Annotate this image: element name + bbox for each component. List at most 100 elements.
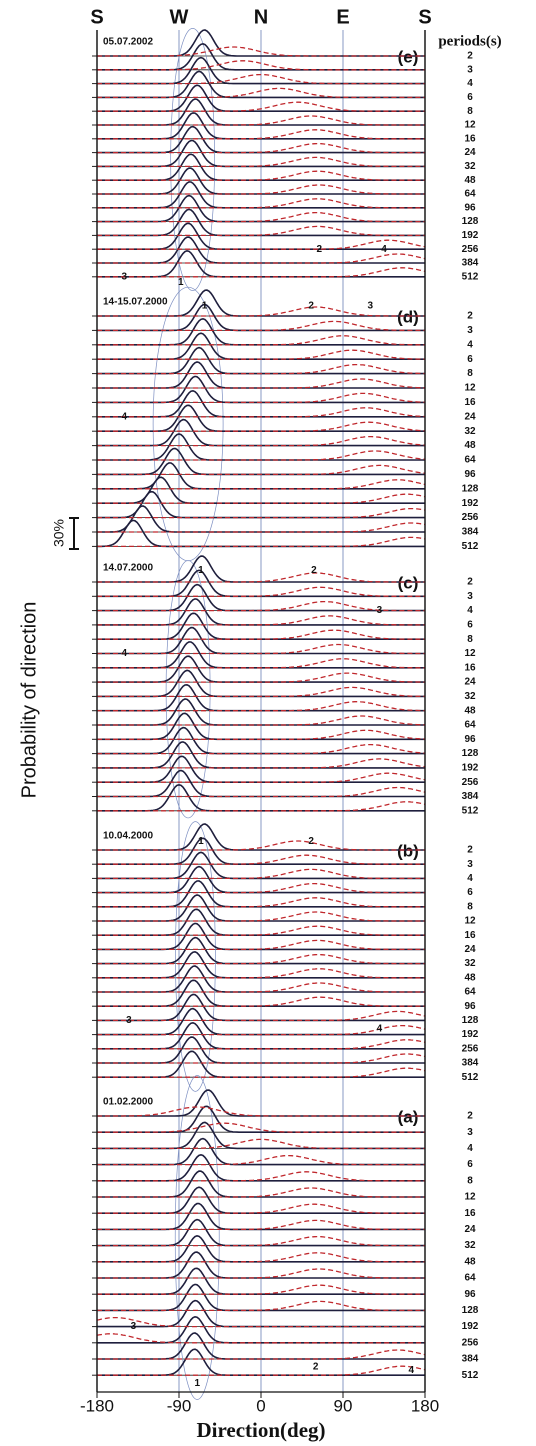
secondary-curve xyxy=(97,363,425,375)
period-label: 24 xyxy=(464,677,476,688)
annotation: 3 xyxy=(131,1321,137,1332)
period-label: 2 xyxy=(467,577,473,588)
period-label: 24 xyxy=(464,1224,476,1235)
period-label: 96 xyxy=(464,734,476,745)
period-label: 384 xyxy=(462,791,479,802)
compass-label: E xyxy=(336,6,349,28)
secondary-curve xyxy=(97,1300,425,1312)
period-label: 16 xyxy=(464,662,476,673)
guide-ellipse xyxy=(165,560,211,819)
period-label: 4 xyxy=(467,873,473,884)
period-label: 64 xyxy=(464,1273,476,1284)
period-label: 4 xyxy=(467,1143,473,1154)
secondary-curve xyxy=(97,1106,425,1117)
secondary-curve xyxy=(97,996,425,1007)
secondary-curve xyxy=(97,1171,425,1182)
secondary-curve xyxy=(97,198,425,209)
period-label: 8 xyxy=(467,368,473,379)
annotation: 2 xyxy=(317,244,323,255)
period-label: 4 xyxy=(467,605,473,616)
period-label: 3 xyxy=(467,591,473,602)
secondary-curve xyxy=(97,225,425,237)
secondary-curve xyxy=(96,1333,425,1344)
x-axis-label: Direction(deg) xyxy=(196,1418,325,1442)
panel-date: 14-15.07.2000 xyxy=(103,297,168,308)
secondary-curve xyxy=(97,435,426,447)
period-label: 48 xyxy=(464,440,476,451)
annotation: 2 xyxy=(313,1362,319,1373)
secondary-curve xyxy=(97,46,425,57)
panel-letter: (b) xyxy=(397,841,419,860)
guide-ellipse xyxy=(170,28,216,291)
panel-date: 10.04.2000 xyxy=(103,831,153,842)
secondary-curve xyxy=(97,801,426,812)
secondary-curve xyxy=(97,450,426,461)
secondary-curve xyxy=(97,572,425,583)
period-label: 12 xyxy=(464,383,476,394)
period-label: 48 xyxy=(464,1256,476,1267)
period-label: 192 xyxy=(462,230,479,241)
secondary-curve xyxy=(97,170,425,181)
secondary-curve xyxy=(97,629,425,640)
secondary-curve xyxy=(97,101,425,112)
secondary-curve xyxy=(97,600,425,612)
secondary-curve xyxy=(97,239,426,250)
secondary-curve xyxy=(97,1053,426,1064)
period-label: 512 xyxy=(462,1072,479,1083)
period-label: 6 xyxy=(467,354,473,365)
secondary-curve xyxy=(97,522,426,533)
secondary-curve xyxy=(97,758,426,769)
secondary-curve xyxy=(97,211,425,223)
x-tick-label: 90 xyxy=(334,1396,353,1415)
annotation: 2 xyxy=(311,565,317,576)
secondary-curve xyxy=(97,939,425,951)
panel-letter: (d) xyxy=(397,307,419,326)
secondary-curve xyxy=(97,925,425,936)
compass-label: N xyxy=(254,6,268,28)
secondary-curve xyxy=(97,464,426,476)
period-label: 96 xyxy=(464,1289,476,1300)
period-label: 64 xyxy=(464,455,476,466)
secondary-curve xyxy=(97,615,425,626)
period-label: 512 xyxy=(462,805,479,816)
secondary-curve xyxy=(97,306,425,317)
period-label: 96 xyxy=(464,469,476,480)
panel: 14-15.07.2000(d) 234681216243248649612819… xyxy=(92,286,479,562)
secondary-curve xyxy=(97,349,426,360)
secondary-curve xyxy=(97,156,425,168)
period-label: 8 xyxy=(467,1175,473,1186)
period-label: 256 xyxy=(462,512,479,523)
period-label: 48 xyxy=(464,972,476,983)
period-label: 384 xyxy=(462,1354,479,1365)
secondary-curve xyxy=(97,184,425,195)
period-label: 16 xyxy=(464,397,476,408)
secondary-curve xyxy=(97,658,425,669)
period-label: 32 xyxy=(464,1240,476,1251)
annotation: 4 xyxy=(409,1365,415,1376)
period-label: 16 xyxy=(464,930,476,941)
secondary-curve xyxy=(97,772,426,783)
secondary-curve xyxy=(97,743,426,755)
secondary-curve xyxy=(97,1219,425,1231)
secondary-curve xyxy=(97,1122,425,1133)
period-label: 12 xyxy=(464,916,476,927)
x-tick-label: 180 xyxy=(411,1396,439,1415)
period-label: 48 xyxy=(464,175,476,186)
period-label: 16 xyxy=(464,1208,476,1219)
secondary-curve xyxy=(97,507,426,519)
secondary-curve xyxy=(97,715,425,726)
secondary-curve xyxy=(97,1067,426,1078)
panel-date: 14.07.2000 xyxy=(103,563,153,574)
secondary-curve xyxy=(97,378,425,389)
secondary-curve xyxy=(97,953,425,965)
compass-label: S xyxy=(418,6,431,28)
period-label: 2 xyxy=(467,311,473,322)
secondary-curve xyxy=(97,897,425,908)
period-label: 48 xyxy=(464,705,476,716)
panel-letter: (c) xyxy=(398,573,419,592)
period-label: 192 xyxy=(462,763,479,774)
annotation: 1 xyxy=(198,565,204,576)
secondary-curve xyxy=(97,320,425,332)
secondary-curve xyxy=(97,643,425,655)
